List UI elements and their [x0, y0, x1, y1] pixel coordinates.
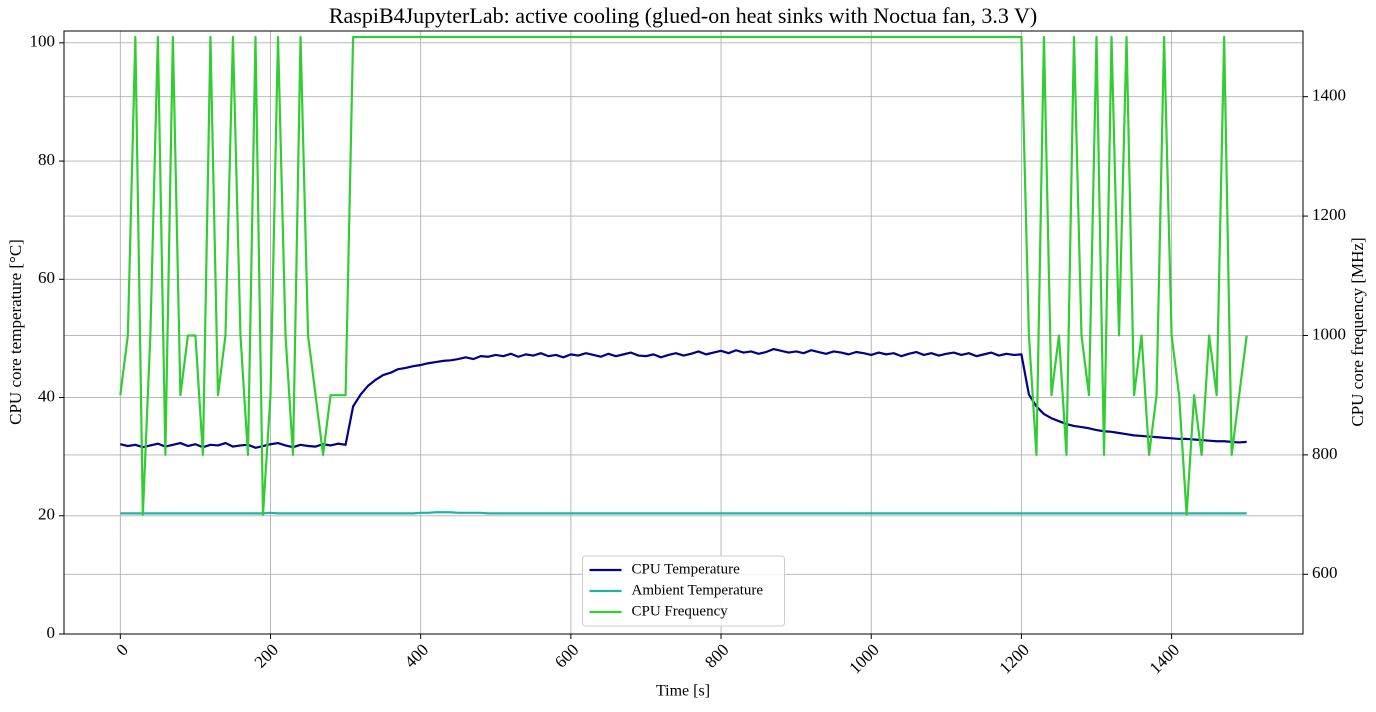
- legend-box: [582, 555, 785, 627]
- x-tick-label: 1000: [845, 640, 882, 677]
- x-tick-label: 1400: [1146, 640, 1183, 677]
- x-tick-label: 0: [112, 640, 131, 659]
- x-tick-label: 1200: [996, 640, 1033, 677]
- y-tick-label: 20: [38, 505, 55, 524]
- y2-tick-label: 800: [1312, 444, 1338, 463]
- y2-tick-label: 1000: [1312, 324, 1346, 343]
- legend: CPU Temperature Ambient Temperature CPU Fr…: [582, 555, 785, 627]
- legend-label: CPU Frequency: [632, 603, 729, 619]
- legend-label: Ambient Temperature: [632, 582, 764, 598]
- y-tick-label: 0: [47, 623, 56, 642]
- y-tick-label: 100: [30, 32, 56, 51]
- y2-tick-label: 1200: [1312, 205, 1346, 224]
- y-tick-label: 60: [38, 268, 55, 287]
- y-tick-label: 40: [38, 386, 55, 405]
- x-tick-label: 400: [401, 640, 432, 671]
- x-axis-label: Time [s]: [656, 683, 710, 700]
- y2-axis-label: CPU core frequency [MHz]: [1348, 237, 1367, 426]
- series-line: [120, 511, 1247, 515]
- legend-label: CPU Temperature: [632, 561, 741, 577]
- plot-frame: [63, 30, 1304, 635]
- y2-tick-label: 1400: [1312, 86, 1346, 105]
- y2-tick-label: 600: [1312, 563, 1338, 582]
- x-tick-label: 200: [251, 640, 282, 671]
- y-tick-label: 80: [38, 150, 55, 169]
- y-axis-label: CPU core temperature [°C]: [6, 239, 25, 425]
- x-tick-label: 600: [551, 640, 582, 671]
- series-line: [120, 347, 1247, 449]
- series-line: [119, 35, 1248, 516]
- x-tick-label: 800: [701, 640, 732, 671]
- chart-title: RaspiB4JupyterLab: active cooling (glued…: [329, 3, 1037, 28]
